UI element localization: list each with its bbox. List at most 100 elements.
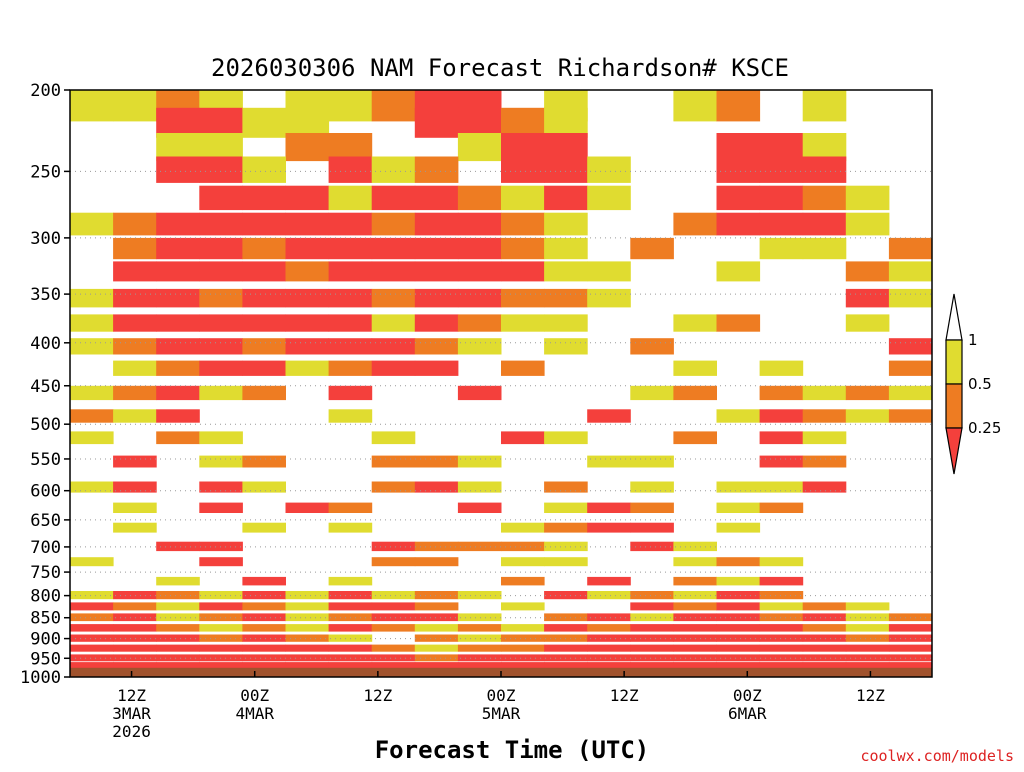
ri-cell: [285, 314, 330, 332]
ri-cell: [414, 481, 459, 493]
ri-cell: [242, 288, 286, 308]
ri-cell: [285, 338, 330, 355]
ri-cell: [414, 360, 459, 376]
ri-cell: [285, 654, 330, 662]
ri-cell: [156, 288, 200, 308]
ri-cell: [501, 557, 545, 567]
ri-cell: [242, 481, 286, 493]
ri-cell: [501, 261, 545, 282]
ri-cell: [501, 644, 545, 652]
ri-cell: [587, 261, 631, 282]
ri-cell: [845, 288, 890, 308]
ri-cell: [156, 644, 200, 652]
ri-cell: [70, 409, 114, 423]
ri-cell: [587, 502, 631, 513]
ri-cell: [845, 261, 890, 282]
ri-cell: [156, 624, 200, 632]
ri-cell: [70, 90, 114, 122]
ri-cell: [414, 591, 459, 600]
ri-cell: [544, 314, 588, 332]
ri-cell: [328, 360, 373, 376]
x-tick-label: 5MAR: [482, 704, 521, 723]
ri-cell: [113, 360, 157, 376]
ri-cell: [156, 662, 200, 669]
colorbar-bottom-arrow: [945, 427, 963, 475]
ri-cell: [414, 314, 459, 332]
ri-cell: [70, 613, 114, 622]
ri-cell: [673, 385, 717, 401]
ri-cell: [457, 502, 502, 513]
ri-cell: [457, 237, 502, 260]
ri-cell: [888, 662, 933, 669]
credit-text[interactable]: coolwx.com/models: [860, 747, 1014, 765]
ri-cell: [156, 314, 200, 332]
ri-cell: [587, 662, 631, 669]
ri-cell: [113, 338, 157, 355]
ri-cell: [587, 634, 631, 642]
ri-cell: [845, 634, 890, 642]
ri-cell: [285, 644, 330, 652]
ri-cell: [716, 212, 761, 236]
ri-cell: [802, 662, 847, 669]
ri-cell: [156, 133, 200, 162]
colorbar-bin: [945, 383, 963, 429]
ri-cell: [845, 662, 890, 669]
ri-cell: [716, 557, 761, 567]
ri-cell: [113, 602, 157, 611]
ri-cell: [156, 107, 200, 138]
y-tick-label: 900: [30, 630, 61, 650]
ri-cell: [371, 90, 416, 122]
ri-cell: [328, 288, 373, 308]
ri-cell: [673, 624, 717, 632]
ri-cell: [113, 522, 157, 533]
ri-cell: [156, 261, 200, 282]
ri-cell: [716, 90, 761, 122]
ri-cell: [328, 522, 373, 533]
ri-cell: [156, 654, 200, 662]
ri-cell: [673, 431, 717, 445]
ri-cell: [457, 314, 502, 332]
ri-cell: [328, 385, 373, 401]
ri-cell: [199, 237, 243, 260]
ri-cell: [845, 314, 890, 332]
ri-cell: [544, 591, 588, 600]
ri-cell: [113, 288, 157, 308]
ri-cell: [673, 576, 717, 586]
ri-cell: [544, 662, 588, 669]
ri-cell: [113, 613, 157, 622]
ri-cell: [242, 624, 286, 632]
ri-cell: [113, 455, 157, 468]
ri-cell: [802, 455, 847, 468]
ri-cell: [328, 409, 373, 423]
ri-cell: [242, 455, 286, 468]
ri-cell: [501, 185, 545, 211]
ri-cell: [888, 360, 933, 376]
ri-cell: [630, 662, 674, 669]
ri-cell: [70, 481, 114, 493]
ri-cell: [587, 613, 631, 622]
ri-cell: [371, 654, 416, 662]
ri-cell: [501, 133, 545, 162]
ri-cell: [156, 156, 200, 183]
x-tick-label: 00Z: [240, 686, 269, 705]
ri-cell: [242, 634, 286, 642]
ri-cell: [113, 634, 157, 642]
ri-cell: [759, 481, 804, 493]
ri-cell: [759, 409, 804, 423]
ri-cell: [587, 644, 631, 652]
ri-cell: [587, 624, 631, 632]
ri-cell: [113, 662, 157, 669]
ri-cell: [199, 602, 243, 611]
ri-cell: [328, 624, 373, 632]
ri-cell: [113, 385, 157, 401]
ri-cell: [242, 212, 286, 236]
x-tick-label: 4MAR: [235, 704, 274, 723]
ri-cell: [199, 502, 243, 513]
ri-cell: [285, 261, 330, 282]
ri-cell: [457, 644, 502, 652]
ri-cell: [630, 602, 674, 611]
ri-cell: [759, 624, 804, 632]
ri-cell: [285, 185, 330, 211]
